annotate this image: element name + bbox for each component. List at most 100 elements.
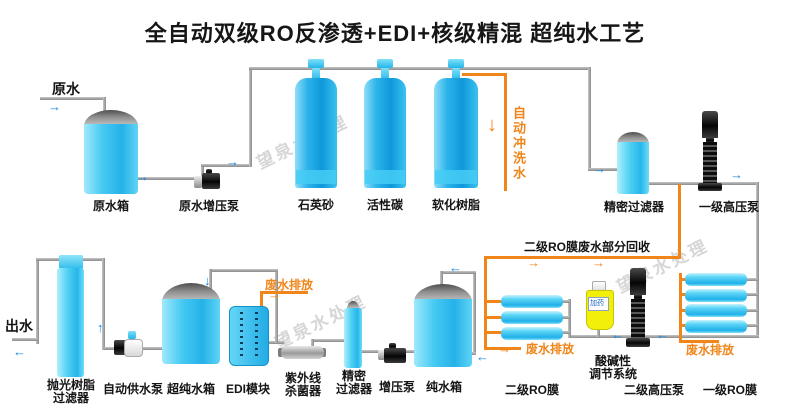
waste-pipe [484,256,487,350]
flow-arrow-right-icon: → [527,255,540,270]
hp-pump-1-column [703,142,717,184]
pipe [104,347,116,350]
pipe [473,271,476,355]
waste-pipe [679,273,682,343]
pipe [249,67,252,167]
supply-pump-body [124,339,143,357]
hp-pump-1-label: 一级高压泵 [698,200,759,214]
edi-dots [240,312,243,358]
pipe [441,271,476,274]
pipe-stub [561,331,570,334]
flush-pipe [462,73,507,76]
pipe [40,97,106,100]
booster-pump-head [378,350,385,360]
precision-label-line2: 过滤器 [335,382,372,396]
softening-resin-label: 软化树脂 [431,198,480,212]
pipe [588,168,621,171]
pipe-stub [746,293,758,296]
pipe [103,97,106,119]
flow-arrow-right-icon: → [696,333,709,348]
polish-filter-label-line1: 抛光树脂 [46,378,95,392]
flow-arrow-right-icon: → [730,167,743,182]
flow-arrow-left-icon: ← [656,327,669,342]
pipe [275,269,278,343]
waste-pipe-stub [681,324,688,327]
pipe [137,177,199,180]
uv-sterilizer-label: 紫外线 杀菌器 [275,372,331,398]
flow-arrow-right-icon: → [498,341,511,356]
edi-module [229,306,269,366]
waste-pipe [260,291,308,294]
pipe-stub [561,300,570,303]
hp-pump-1-base [698,183,722,191]
hp-pump-2-column [631,299,645,339]
pipe [264,341,284,344]
pipe-stub [561,316,570,319]
ro1-membrane [685,320,747,333]
ro2-membrane [501,327,563,340]
pipe-stub [746,278,758,281]
precision-filter [344,308,362,368]
edi-waste-label: 废水排放 [265,278,314,292]
hp-pump-2-base [626,338,650,347]
valve-quartz-stem [312,68,320,81]
flow-arrow-left-icon: ← [476,349,489,364]
raw-tank-label: 原水箱 [92,199,129,213]
booster-pump [384,348,406,363]
quartz-sand-label: 石英砂 [297,198,334,212]
booster-pump-label: 增压泵 [378,380,415,394]
flush-pipe [504,73,507,191]
hp-pump-2-label: 二级高压泵 [623,383,684,397]
pipe-manifold [249,67,591,70]
edi-module-label: EDI模块 [225,382,270,396]
ro1-membrane [685,273,747,286]
waste-pipe-stub [486,316,502,319]
booster-pump-knob [389,343,396,349]
raw-booster-pump-knob [206,169,212,174]
pipe [311,339,314,349]
supply-pump-motor [114,340,126,355]
pipe-outlet [12,338,38,341]
pipe [440,271,443,293]
pipe [201,164,252,167]
flow-arrow-left-icon: ← [13,344,26,359]
raw-booster-pump [202,173,220,189]
pipe [102,258,105,350]
precision-filter-top-label: 精密过滤器 [604,200,665,214]
uv-label-line1: 紫外线 [284,371,321,385]
hp-pump-1-neck [706,137,714,143]
ro1-membrane [685,304,747,317]
flow-arrow-right-icon: → [226,154,239,169]
ro1-label: 一级RO膜 [702,383,757,397]
ph-label-line1: 酸碱性 [594,354,631,368]
pipe [756,182,759,338]
ro1-membrane [685,289,747,302]
pipe-stub [746,309,758,312]
diagram-title: 全自动双级RO反渗透+EDI+核级精混 超纯水工艺 [144,21,646,46]
waste-pipe [485,347,521,350]
ro2-waste-label: 废水排放 [526,342,575,356]
supply-pump-label: 自动供水泵 [102,382,163,396]
waste-pipe-stub [681,293,688,296]
dosing-tank-label: 加药 [588,297,609,311]
valve-quartz [308,59,324,68]
precision-filter-label: 精密 过滤器 [326,370,382,396]
precision-filter-top [617,142,649,194]
ro2-membrane [501,295,563,308]
ro1-waste-label: 废水排放 [686,343,735,357]
flow-arrow-right-icon: → [48,99,61,114]
pipe [209,269,212,291]
polish-filter-label-line2: 过滤器 [52,391,89,405]
auto-flush-label: 自动冲洗水 [511,106,526,181]
waste-pipe-stub [486,300,502,303]
valve-softener-stem [452,68,460,81]
ultrapure-tank-label: 超纯水箱 [166,382,215,396]
flow-arrow-right-icon: → [593,161,606,176]
hp-pump-1-motor [702,111,718,138]
waste-pipe [260,291,263,308]
ph-label-line2: 调节系统 [588,367,637,381]
outlet-water-label: 出水 [5,318,33,334]
supply-pump-knob [128,331,136,339]
waste-pipe [681,340,719,343]
